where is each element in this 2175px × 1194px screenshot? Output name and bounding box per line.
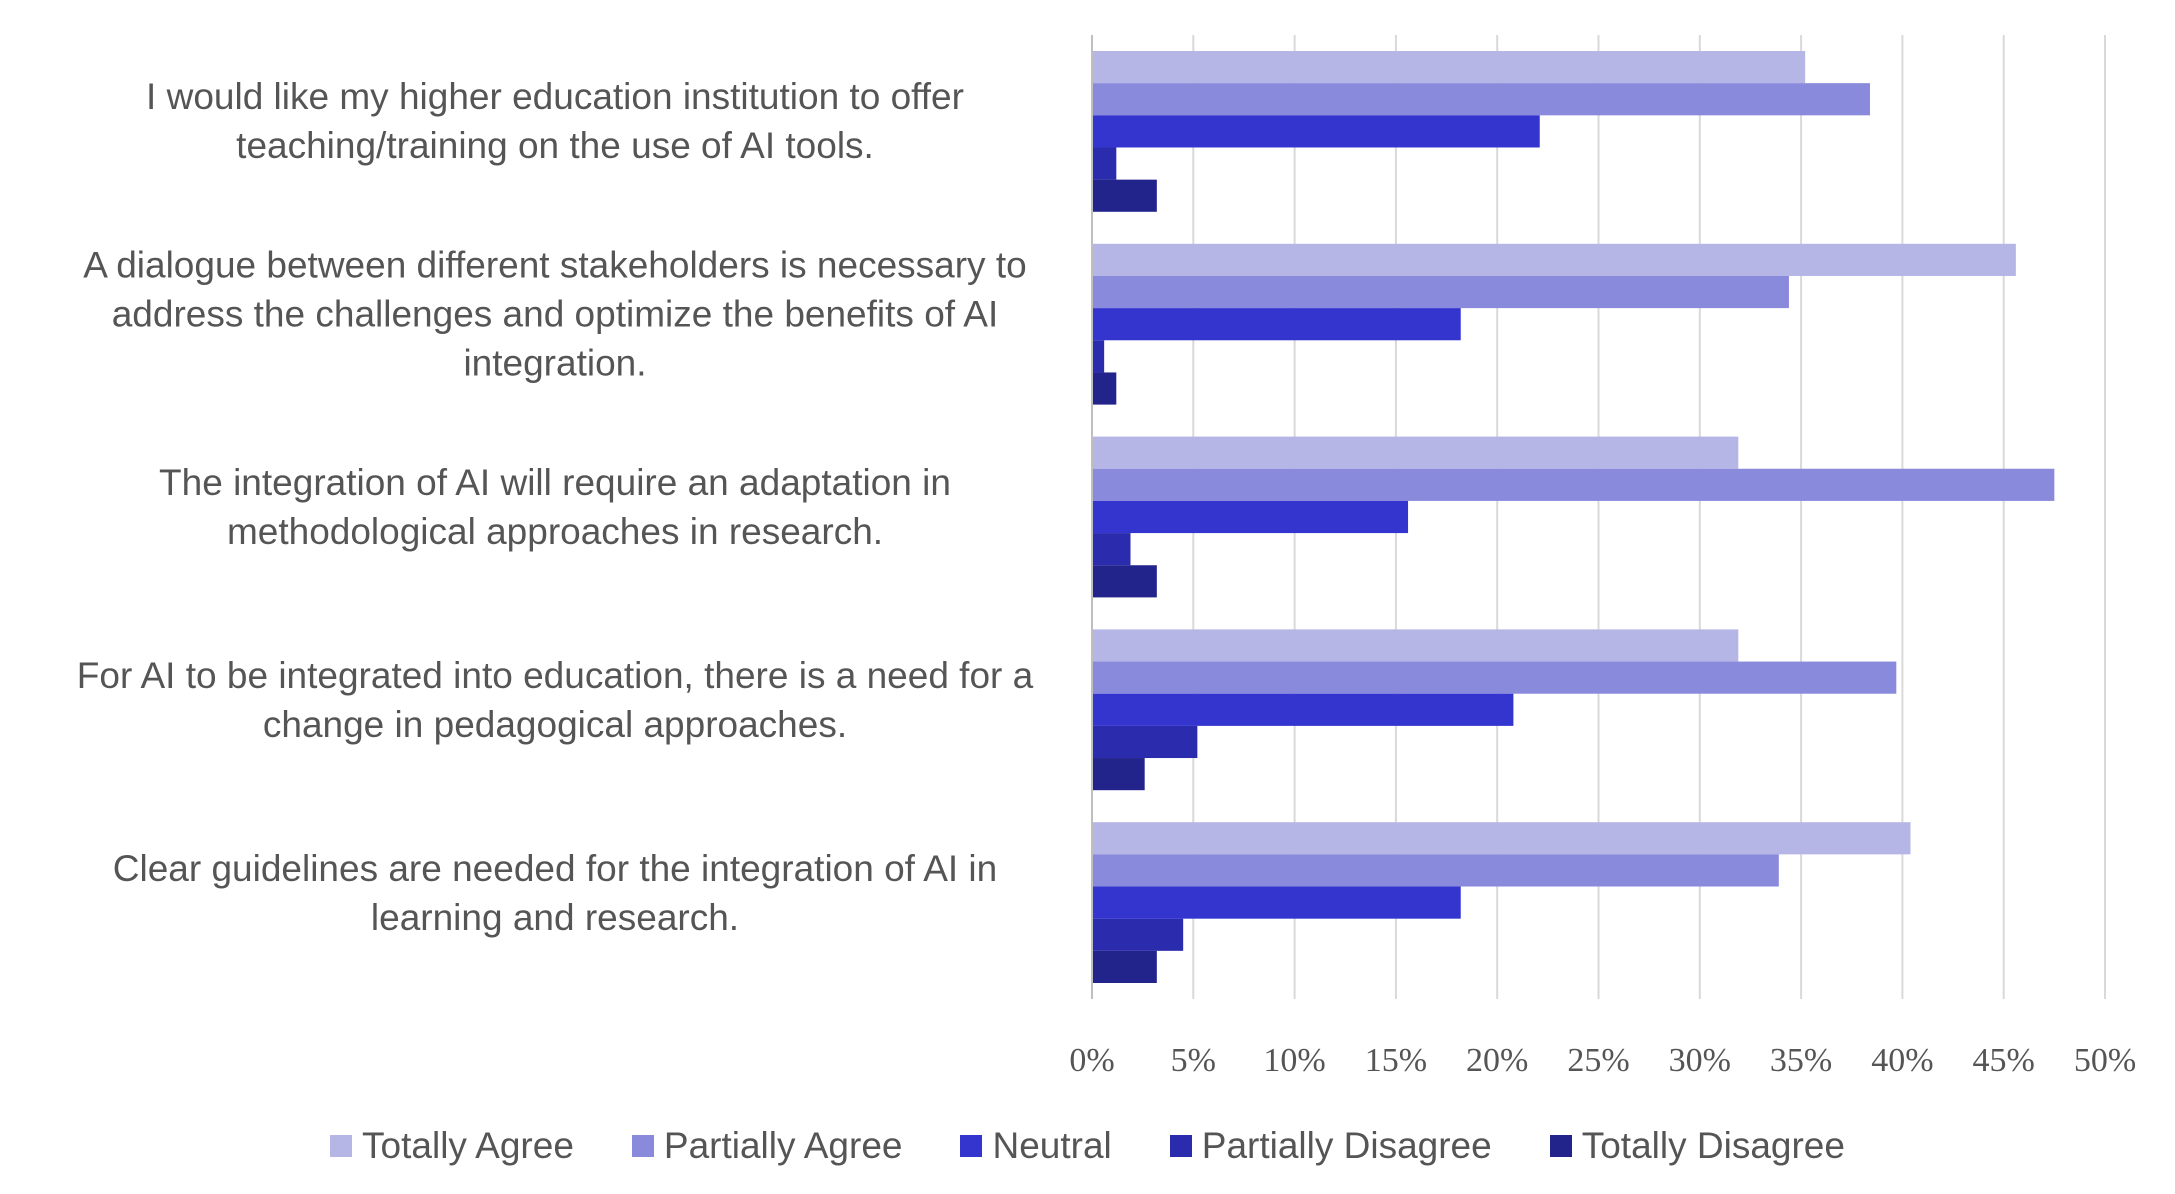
x-tick-label: 20%: [1466, 1042, 1529, 1079]
legend-item: Partially Disagree: [1169, 1125, 1492, 1167]
bar: [1092, 243, 2016, 276]
legend-label: Partially Agree: [663, 1125, 903, 1166]
bar: [1092, 918, 1184, 951]
bar: [1092, 275, 1789, 309]
x-tick-label: 45%: [1972, 1042, 2035, 1079]
bar: [1092, 372, 1117, 405]
category-label: A dialogue between different stakeholder…: [83, 244, 1027, 384]
bar: [1092, 886, 1461, 919]
bar: [1092, 308, 1461, 341]
legend-item: Neutral: [960, 1125, 1112, 1167]
x-tick-label: 10%: [1263, 1042, 1326, 1079]
bar: [1092, 147, 1117, 180]
legend-label: Totally Agree: [362, 1125, 574, 1166]
bar: [1092, 629, 1739, 662]
legend: Totally Agree Partially Agree Neutral Parti…: [0, 1125, 2175, 1167]
bar: [1092, 725, 1198, 759]
category-label: For AI to be integrated into education, …: [76, 654, 1034, 745]
bar: [1092, 950, 1157, 983]
x-tick-label: 40%: [1871, 1042, 1934, 1079]
bar: [1092, 51, 1806, 84]
bar: [1092, 115, 1540, 148]
category-label: I would like my higher education institu…: [146, 76, 964, 167]
x-tick-label: 30%: [1668, 1042, 1731, 1079]
legend-swatch: [960, 1135, 983, 1157]
bar: [1092, 822, 1911, 855]
bar: [1092, 661, 1897, 694]
legend-item: Totally Agree: [330, 1125, 574, 1167]
bar: [1092, 854, 1779, 887]
legend-label: Totally Disagree: [1581, 1125, 1845, 1166]
bar: [1092, 468, 2055, 501]
x-tick-label: 50%: [2073, 1042, 2137, 1079]
bar: [1092, 500, 1409, 534]
legend-swatch: [1169, 1135, 1192, 1157]
bar: [1092, 693, 1514, 726]
legend-label: Neutral: [992, 1125, 1112, 1166]
x-tick-label: 15%: [1364, 1042, 1428, 1079]
bar: [1092, 565, 1157, 598]
legend-swatch: [330, 1135, 353, 1157]
bar: [1092, 758, 1145, 791]
category-label: Clear guidelines are needed for the inte…: [112, 847, 998, 938]
legend-item: Partially Agree: [631, 1125, 903, 1167]
legend-item: Totally Disagree: [1549, 1125, 1845, 1167]
category-label: The integration of AI will require an ad…: [159, 462, 951, 552]
bar: [1092, 340, 1105, 373]
x-tick-label: 0%: [1069, 1042, 1115, 1079]
legend-swatch: [1549, 1135, 1572, 1157]
bar: [1092, 83, 1870, 116]
bar: [1092, 179, 1157, 212]
x-tick-label: 25%: [1567, 1042, 1630, 1079]
x-tick-label: 5%: [1170, 1042, 1216, 1079]
legend-swatch: [631, 1135, 654, 1157]
bar: [1092, 533, 1131, 566]
legend-label: Partially Disagree: [1201, 1125, 1492, 1166]
x-tick-label: 35%: [1769, 1042, 1833, 1079]
bar: [1092, 436, 1739, 469]
